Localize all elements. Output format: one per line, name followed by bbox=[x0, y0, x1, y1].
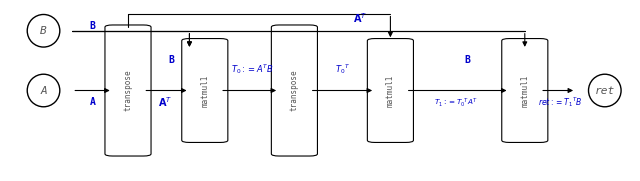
Text: $T_0 := A^T B$: $T_0 := A^T B$ bbox=[231, 62, 275, 76]
Ellipse shape bbox=[28, 74, 60, 107]
Text: matmul1: matmul1 bbox=[520, 74, 529, 107]
Text: $\mathbf{A}^T$: $\mathbf{A}^T$ bbox=[353, 11, 367, 25]
Text: matmul1: matmul1 bbox=[386, 74, 395, 107]
FancyBboxPatch shape bbox=[502, 39, 548, 142]
Text: A: A bbox=[90, 97, 96, 107]
Text: B: B bbox=[90, 21, 96, 31]
FancyBboxPatch shape bbox=[367, 39, 413, 142]
Text: $ret := T_1{}^T B$: $ret := T_1{}^T B$ bbox=[538, 95, 582, 109]
Text: $T_0{}^T$: $T_0{}^T$ bbox=[335, 62, 350, 76]
FancyBboxPatch shape bbox=[182, 39, 228, 142]
Text: B: B bbox=[168, 55, 175, 65]
Text: transpose: transpose bbox=[124, 70, 132, 111]
Text: ret: ret bbox=[595, 85, 615, 96]
Text: transpose: transpose bbox=[290, 70, 299, 111]
Text: B: B bbox=[464, 55, 470, 65]
Ellipse shape bbox=[28, 14, 60, 47]
Ellipse shape bbox=[589, 74, 621, 107]
Text: $T_1 := T_0{}^T A^T$: $T_1 := T_0{}^T A^T$ bbox=[434, 96, 477, 109]
Text: A: A bbox=[40, 85, 47, 96]
FancyBboxPatch shape bbox=[271, 25, 317, 156]
Text: $\mathbf{A}^T$: $\mathbf{A}^T$ bbox=[158, 95, 172, 109]
Text: B: B bbox=[40, 26, 47, 36]
Text: matmul1: matmul1 bbox=[200, 74, 209, 107]
FancyBboxPatch shape bbox=[105, 25, 151, 156]
